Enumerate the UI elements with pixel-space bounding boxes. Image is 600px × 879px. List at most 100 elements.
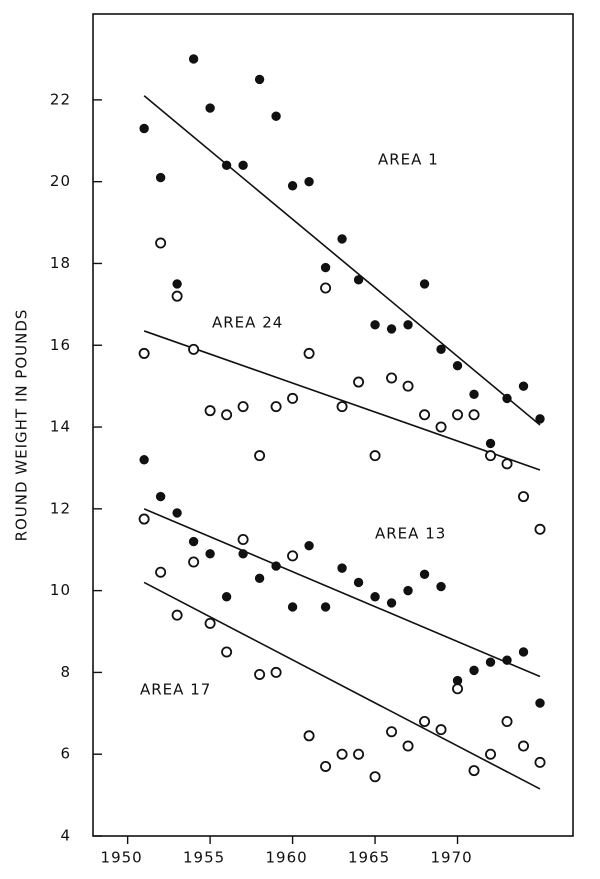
y-tick-label: 10 — [50, 581, 71, 599]
data-point — [501, 458, 513, 470]
data-point — [419, 715, 431, 727]
data-point — [402, 380, 414, 392]
data-point — [485, 450, 497, 462]
y-tick-label: 22 — [50, 90, 71, 108]
data-point — [254, 573, 265, 584]
data-point — [435, 724, 447, 736]
data-point — [237, 534, 249, 546]
data-point — [518, 491, 530, 503]
data-point — [386, 598, 397, 608]
data-point — [287, 392, 299, 404]
data-point — [336, 401, 348, 413]
data-point — [535, 698, 545, 708]
data-point — [452, 361, 463, 371]
data-point — [485, 657, 496, 667]
series-label: AREA 24 — [212, 314, 283, 332]
data-point — [419, 569, 430, 579]
x-tick-label: 1955 — [183, 849, 225, 867]
data-point — [320, 760, 332, 772]
data-point — [155, 566, 167, 578]
data-point — [171, 290, 183, 302]
data-point — [172, 279, 182, 289]
trend-line — [143, 508, 541, 678]
series-label: AREA 17 — [140, 681, 211, 699]
data-point — [303, 730, 315, 742]
y-tick-label: 4 — [60, 827, 71, 845]
data-point — [221, 646, 233, 658]
data-point — [254, 668, 266, 680]
data-point — [337, 563, 347, 573]
data-point — [188, 54, 199, 64]
data-point — [468, 409, 480, 421]
data-point — [386, 372, 398, 384]
series-label: AREA 13 — [375, 525, 446, 543]
plot-frame — [92, 13, 574, 837]
y-tick-label: 20 — [50, 172, 71, 190]
data-point — [287, 602, 298, 612]
data-point — [336, 748, 348, 760]
data-point — [353, 376, 365, 388]
data-point — [535, 414, 545, 424]
data-point — [238, 160, 248, 171]
y-tick-label: 18 — [50, 254, 71, 272]
data-point — [452, 683, 464, 695]
data-point — [287, 550, 299, 562]
data-point — [204, 617, 216, 629]
data-point — [502, 393, 512, 404]
data-point — [271, 111, 281, 121]
data-point — [534, 523, 546, 535]
data-point — [254, 74, 265, 85]
data-point — [171, 609, 183, 621]
data-point — [303, 347, 315, 359]
data-point — [369, 450, 381, 462]
data-point — [518, 381, 529, 391]
data-point — [353, 275, 364, 285]
data-point — [138, 347, 150, 359]
data-point — [469, 389, 479, 400]
data-point — [237, 401, 249, 413]
data-point — [205, 103, 215, 113]
data-point — [518, 740, 530, 752]
data-point — [304, 176, 314, 187]
data-point — [254, 450, 266, 462]
data-point — [172, 508, 182, 518]
data-point — [419, 279, 430, 289]
data-point — [139, 455, 149, 465]
data-point — [271, 561, 281, 571]
data-point — [221, 592, 232, 602]
data-point — [386, 324, 397, 334]
data-point — [502, 655, 512, 665]
data-point — [501, 715, 513, 727]
data-point — [485, 438, 496, 449]
data-point — [320, 262, 331, 273]
data-point — [452, 409, 464, 421]
data-point — [370, 592, 380, 602]
data-point — [238, 549, 248, 559]
data-point — [188, 536, 199, 547]
data-point — [138, 513, 150, 525]
data-point — [337, 234, 347, 244]
data-point — [468, 765, 480, 777]
data-point — [435, 421, 447, 433]
data-point — [155, 237, 167, 249]
data-point — [188, 343, 200, 355]
data-point — [403, 320, 413, 330]
data-point — [205, 549, 215, 559]
data-point — [270, 666, 282, 678]
data-point — [485, 748, 497, 760]
y-tick-label: 6 — [60, 745, 71, 763]
data-point — [320, 282, 332, 294]
data-point — [139, 123, 149, 134]
data-point — [370, 320, 380, 330]
trend-line — [143, 95, 541, 426]
data-point — [353, 577, 364, 588]
x-tick-label: 1965 — [348, 849, 390, 867]
data-point — [469, 665, 479, 676]
trend-line — [143, 581, 541, 790]
x-tick-label: 1960 — [265, 849, 307, 867]
data-point — [155, 491, 166, 502]
data-point — [221, 409, 233, 421]
data-point — [386, 726, 398, 738]
data-point — [287, 181, 298, 191]
trend-line — [143, 330, 541, 471]
